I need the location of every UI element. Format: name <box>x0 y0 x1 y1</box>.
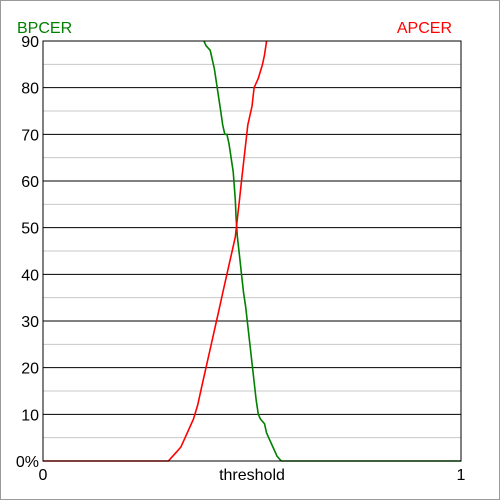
y-tick-label: 80 <box>21 81 39 98</box>
y-tick-label: 20 <box>21 361 39 378</box>
y-tick-label: 10 <box>21 407 39 424</box>
legend-label-bpcer: BPCER <box>17 20 72 37</box>
y-tick-label: 90 <box>21 34 39 51</box>
y-tick-label: 50 <box>21 221 39 238</box>
y-tick-label: 0% <box>16 454 39 471</box>
y-tick-label: 60 <box>21 174 39 191</box>
y-axis-tick-labels: 0% 10 20 30 40 50 60 70 80 90 <box>16 34 39 471</box>
legend: BPCER APCER <box>17 20 452 37</box>
y-tick-label: 40 <box>21 267 39 284</box>
y-tick-label: 30 <box>21 314 39 331</box>
series-lines <box>43 40 461 462</box>
x-tick-label: 0 <box>39 467 48 484</box>
x-tick-label: 1 <box>457 467 466 484</box>
plot-area-frame <box>42 40 462 462</box>
x-axis-label: threshold <box>219 467 285 484</box>
series-line-bpcer <box>203 40 461 462</box>
legend-label-apcer: APCER <box>397 20 452 37</box>
gridlines <box>43 63 461 439</box>
y-tick-label: 70 <box>21 127 39 144</box>
series-line-apcer <box>43 40 268 462</box>
